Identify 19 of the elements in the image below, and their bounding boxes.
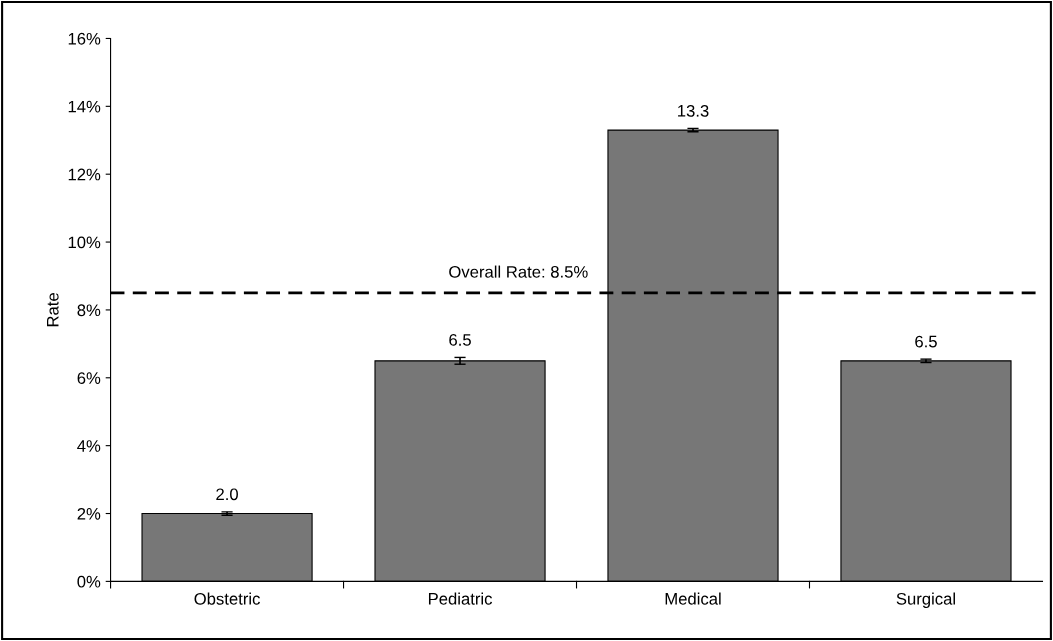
y-tick-label: 14% [68, 100, 101, 113]
y-tick-label: 12% [68, 168, 101, 181]
y-tick-label: 2% [77, 507, 101, 520]
y-tick-label: 0% [77, 575, 101, 588]
y-tick-label: 8% [77, 304, 101, 317]
y-tick-label: 6% [77, 372, 101, 384]
y-tick-label: 16% [68, 32, 101, 45]
data-label: 13.3 [678, 104, 709, 117]
y-axis-title: Rate [47, 293, 59, 327]
data-label: 6.5 [915, 335, 937, 348]
data-label: 6.5 [449, 334, 471, 346]
data-label: 2.0 [216, 488, 238, 501]
y-tick-label: 10% [68, 236, 101, 249]
x-tick-label: Obstetric [194, 592, 260, 605]
x-tick-label: Surgical [896, 592, 955, 609]
y-tick-label: 4% [77, 440, 101, 452]
x-tick-label: Medical [665, 592, 721, 605]
ref-line-label: Overall Rate: 8.5% [449, 265, 588, 278]
x-tick-label: Pediatric [428, 592, 493, 605]
